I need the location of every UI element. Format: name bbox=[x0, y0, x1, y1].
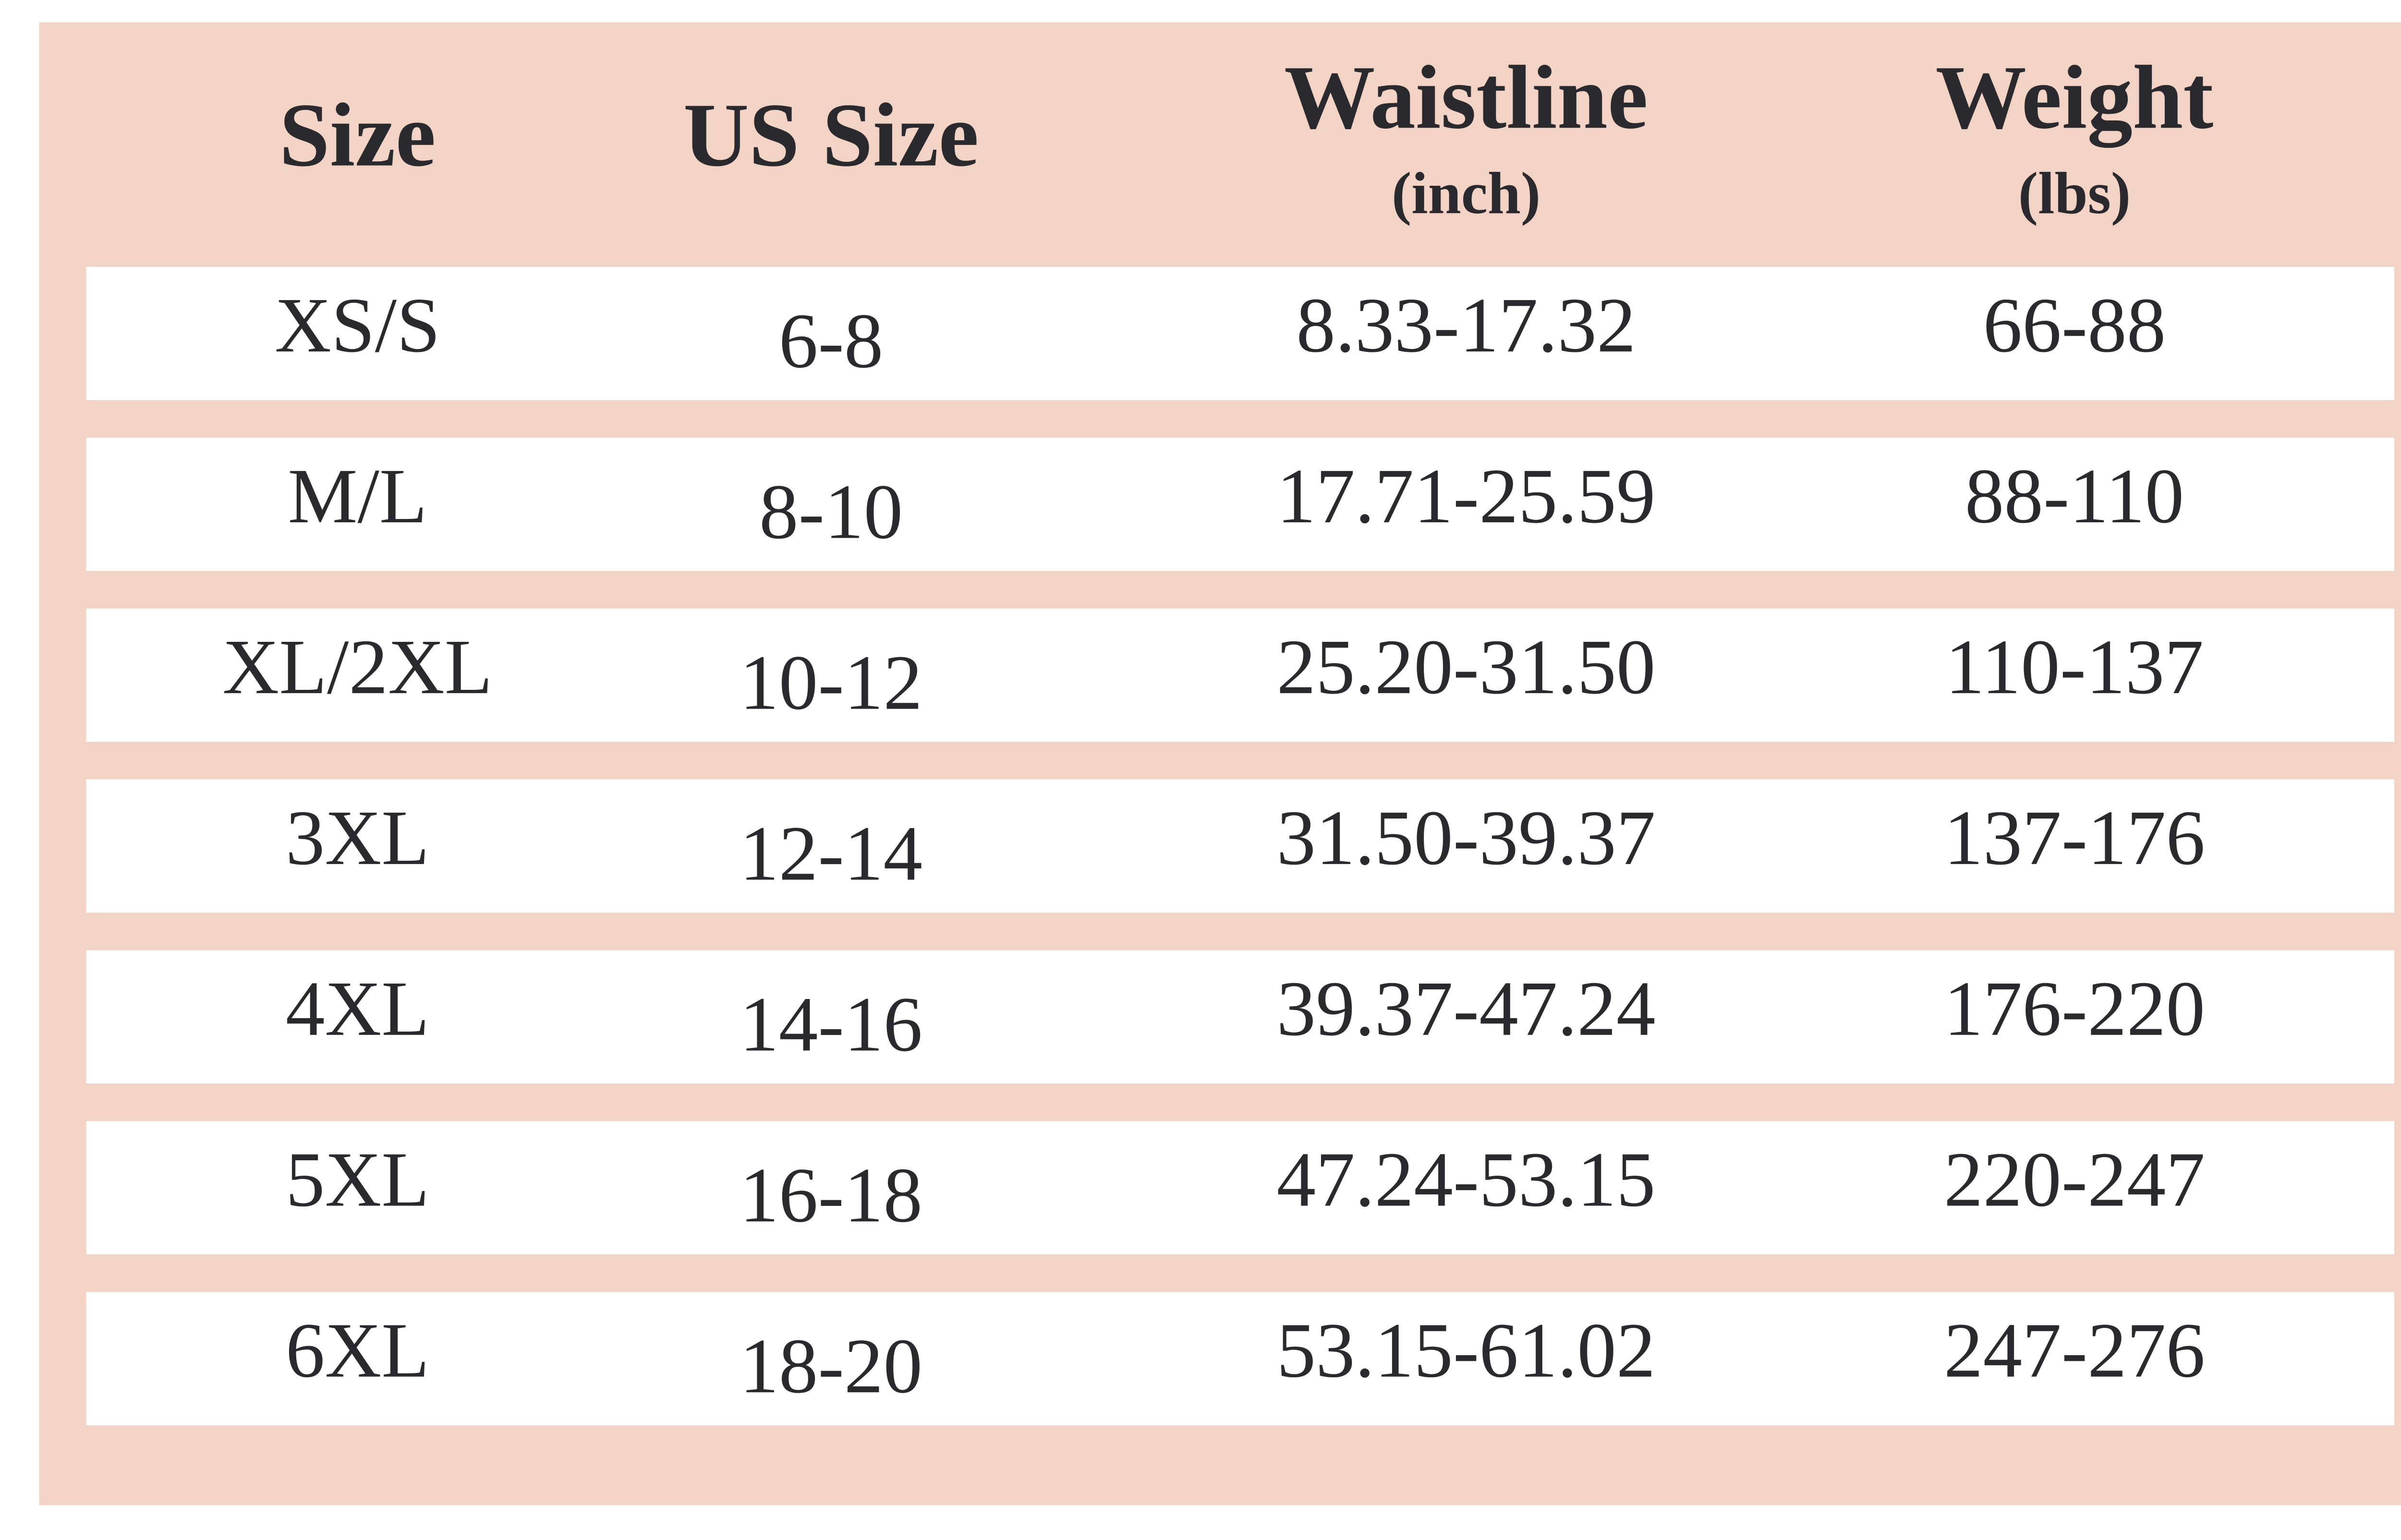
cell: 25.20-31.50 bbox=[1277, 624, 1656, 710]
column-header: Size bbox=[279, 84, 436, 185]
column-unit: (lbs) bbox=[2018, 160, 2131, 226]
cell: 66-88 bbox=[1983, 282, 2166, 369]
cell: 8-10 bbox=[759, 469, 903, 555]
column-header: Waistline bbox=[1284, 47, 1648, 147]
cell: 4XL bbox=[286, 966, 429, 1052]
cell: 247-276 bbox=[1944, 1308, 2205, 1394]
cell: 3XL bbox=[286, 795, 429, 881]
cell: 88-110 bbox=[1965, 453, 2184, 540]
table: Size US Size Waistline (inch) Weight (lbs) XS/… bbox=[86, 47, 2395, 1425]
cell: 16-18 bbox=[740, 1152, 922, 1239]
cell: 53.15-61.02 bbox=[1277, 1308, 1656, 1394]
row-background bbox=[86, 779, 2395, 913]
row-background bbox=[86, 266, 2395, 400]
cell: 14-16 bbox=[740, 981, 922, 1068]
cell: 176-220 bbox=[1944, 966, 2205, 1052]
cell: 12-14 bbox=[740, 810, 922, 897]
cell: 47.24-53.15 bbox=[1277, 1137, 1656, 1223]
cell: 17.71-25.59 bbox=[1277, 453, 1656, 540]
cell: 6XL bbox=[286, 1308, 429, 1394]
cell: 5XL bbox=[286, 1137, 429, 1223]
cell: 10-12 bbox=[740, 640, 922, 726]
row-background bbox=[86, 608, 2395, 742]
cell: 110-137 bbox=[1945, 624, 2204, 710]
row-background bbox=[86, 1121, 2395, 1254]
cell: 8.33-17.32 bbox=[1296, 282, 1636, 369]
row-background bbox=[86, 950, 2395, 1084]
cell: 39.37-47.24 bbox=[1277, 966, 1656, 1052]
panel bbox=[39, 22, 2401, 1505]
row-background bbox=[86, 437, 2395, 571]
cell: 6-8 bbox=[779, 298, 884, 385]
cell: 137-176 bbox=[1944, 795, 2205, 881]
cell: 31.50-39.37 bbox=[1277, 795, 1656, 881]
cell: XL/2XL bbox=[222, 624, 492, 710]
column-header: Weight bbox=[1936, 47, 2214, 148]
cell: 220-247 bbox=[1944, 1137, 2205, 1223]
row-background bbox=[86, 1292, 2395, 1425]
cell: XS/S bbox=[275, 282, 440, 369]
column-unit: (inch) bbox=[1392, 160, 1540, 226]
column-header: US Size bbox=[683, 84, 979, 185]
cell: M/L bbox=[288, 453, 427, 540]
cell: 18-20 bbox=[740, 1323, 922, 1409]
